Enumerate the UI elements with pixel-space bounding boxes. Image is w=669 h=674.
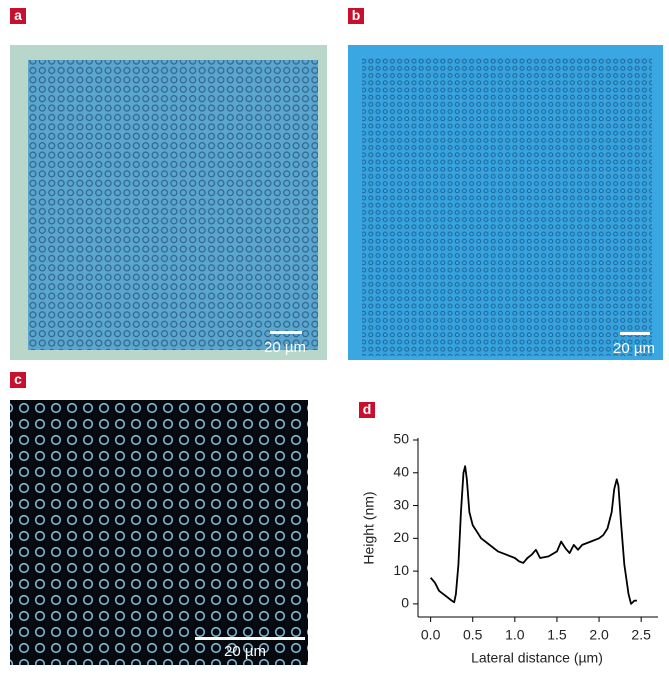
x-tick-label: 0.0 [421, 627, 441, 643]
panel-label-box [348, 8, 364, 24]
y-tick-label: 50 [393, 431, 409, 447]
y-tick-label: 40 [393, 463, 409, 479]
panel-label-box [359, 402, 375, 418]
x-tick-label: 1.0 [505, 627, 525, 643]
y-tick-label: 20 [393, 529, 409, 545]
x-axis-label: Lateral distance (µm) [471, 650, 603, 666]
y-tick-label: 10 [393, 562, 409, 578]
scale-bar-label: 20 µm [224, 643, 266, 660]
micrograph [10, 400, 308, 665]
panel-label: c [14, 371, 22, 387]
dot-array [28, 60, 318, 350]
scale-bar [620, 332, 650, 335]
dot-array [362, 58, 652, 356]
x-tick-label: 2.5 [631, 627, 651, 643]
y-tick-label: 30 [393, 496, 409, 512]
data-line [429, 465, 637, 605]
x-tick-label: 2.0 [589, 627, 609, 643]
scale-bar-label: 20 µm [613, 340, 655, 357]
panel-label: d [363, 401, 372, 417]
panel-label: b [352, 7, 361, 23]
panel-label-box [10, 8, 26, 24]
scale-bar [270, 331, 302, 334]
scale-bar [195, 637, 305, 640]
x-tick-label: 0.5 [463, 627, 483, 643]
x-tick-label: 1.5 [547, 627, 567, 643]
panel-label-box [10, 372, 26, 388]
y-axis-label: Height (nm) [361, 491, 377, 564]
panel-label: a [14, 7, 22, 23]
scale-bar-label: 20 µm [264, 339, 306, 356]
y-tick-label: 0 [401, 595, 409, 611]
